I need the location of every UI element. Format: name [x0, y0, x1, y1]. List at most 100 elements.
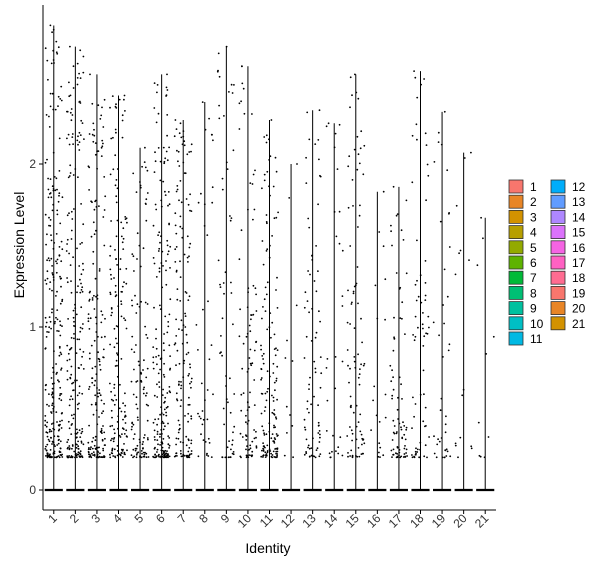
data-point — [45, 336, 48, 338]
data-point — [440, 397, 443, 400]
data-point — [111, 95, 114, 97]
data-point — [166, 450, 168, 452]
data-point — [223, 292, 225, 295]
data-point — [123, 281, 125, 284]
data-point — [232, 431, 234, 434]
data-point — [73, 333, 75, 335]
data-point — [80, 289, 83, 291]
data-point — [246, 371, 249, 373]
data-point — [101, 438, 104, 441]
data-point — [271, 433, 274, 435]
data-point — [413, 70, 415, 72]
data-point — [357, 226, 359, 228]
data-point — [178, 362, 181, 365]
data-point — [162, 422, 165, 425]
data-point — [389, 364, 392, 367]
data-point — [400, 229, 403, 232]
data-point — [161, 446, 164, 449]
data-point — [92, 250, 95, 253]
data-point — [360, 433, 363, 436]
legend-item-3: 3 — [508, 209, 537, 224]
data-point — [75, 446, 78, 449]
data-point — [275, 379, 278, 382]
data-point — [130, 348, 133, 351]
data-point — [60, 353, 63, 356]
data-point — [159, 179, 162, 182]
data-point — [187, 351, 190, 354]
data-point — [73, 320, 75, 323]
data-point — [398, 449, 401, 451]
data-point — [218, 75, 221, 78]
data-point — [90, 344, 93, 347]
data-point — [52, 422, 55, 425]
data-point — [326, 358, 329, 360]
data-point — [51, 185, 54, 188]
data-point — [103, 244, 106, 247]
data-point — [152, 361, 155, 364]
data-point — [295, 304, 298, 307]
data-point — [87, 441, 90, 444]
data-point — [327, 122, 330, 125]
data-point — [91, 452, 93, 455]
data-point — [249, 391, 251, 394]
x-tick-label-9: 9 — [218, 511, 233, 526]
data-point — [154, 203, 157, 206]
data-point — [226, 446, 229, 449]
data-point — [113, 428, 115, 431]
data-point — [190, 415, 193, 418]
data-point — [121, 456, 124, 458]
data-point — [263, 298, 266, 301]
data-point — [122, 237, 125, 240]
data-point — [163, 349, 165, 352]
data-point — [54, 108, 57, 111]
data-point — [143, 455, 146, 458]
data-point — [118, 434, 121, 437]
data-point — [142, 441, 145, 443]
data-point — [424, 444, 427, 447]
data-point — [77, 407, 79, 410]
data-point — [143, 161, 146, 164]
data-point — [229, 411, 232, 414]
data-point — [263, 136, 266, 138]
data-point — [275, 289, 277, 291]
data-point — [54, 445, 56, 448]
data-point — [66, 281, 69, 284]
data-point — [66, 277, 68, 279]
data-point — [262, 358, 264, 360]
data-point — [57, 105, 59, 107]
data-point — [350, 303, 353, 305]
data-point — [317, 270, 319, 272]
data-point — [146, 192, 149, 194]
data-point — [485, 353, 488, 355]
data-point — [160, 422, 163, 424]
data-point — [94, 153, 97, 156]
data-point — [263, 173, 266, 176]
data-point — [60, 369, 62, 371]
violin-group-2 — [65, 45, 85, 492]
data-point — [52, 108, 55, 111]
data-point — [69, 94, 72, 97]
data-point — [437, 131, 440, 134]
data-point — [123, 98, 125, 101]
data-point — [190, 210, 193, 213]
data-point — [79, 326, 82, 329]
data-point — [292, 456, 294, 459]
legend-item-17: 17 — [550, 255, 586, 270]
data-point — [53, 435, 56, 438]
data-point — [90, 456, 93, 459]
data-point — [358, 373, 361, 375]
data-point — [266, 444, 269, 447]
data-point — [66, 243, 68, 245]
data-point — [245, 439, 248, 441]
data-point — [252, 218, 254, 221]
data-point — [468, 259, 470, 261]
data-point — [79, 100, 81, 103]
data-point — [94, 199, 97, 202]
data-point — [168, 222, 171, 225]
data-point — [188, 151, 191, 153]
data-point — [168, 390, 171, 393]
data-point — [206, 234, 209, 237]
data-point — [448, 246, 451, 248]
data-point — [153, 262, 156, 265]
